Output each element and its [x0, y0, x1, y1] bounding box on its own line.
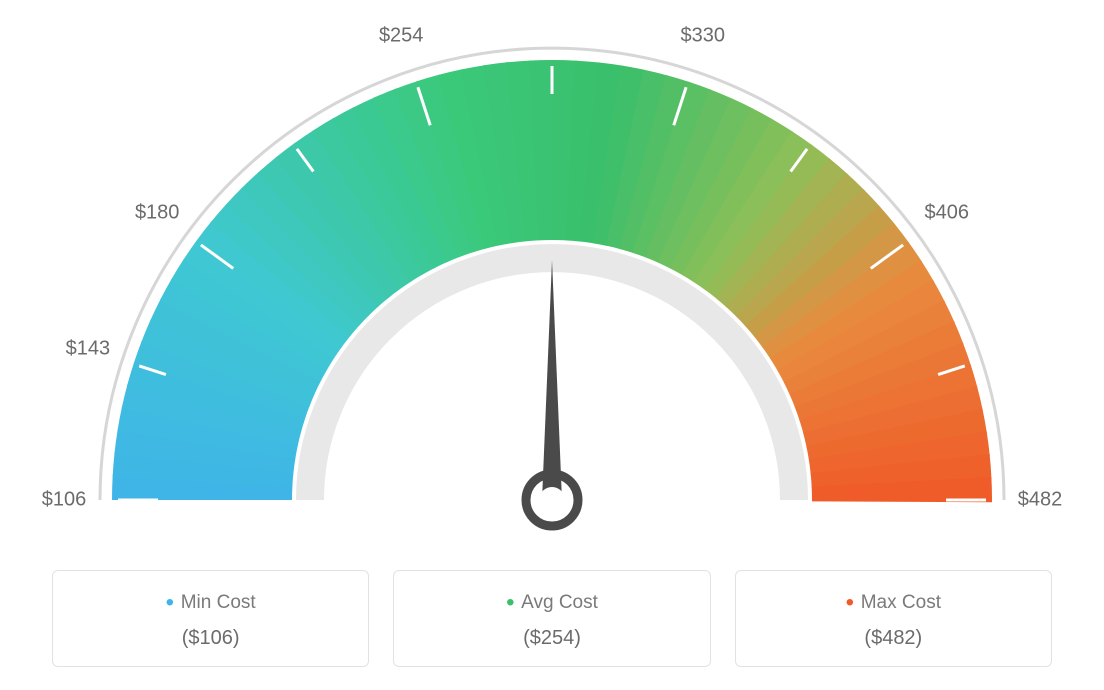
gauge-tick-label: $330 [681, 24, 726, 47]
legend-min-title: Min Cost [65, 589, 356, 617]
legend-max-card: Max Cost ($482) [735, 570, 1052, 667]
gauge-tick-label: $106 [42, 489, 87, 512]
legend-avg-card: Avg Cost ($254) [393, 570, 710, 667]
cost-gauge: $106 $143 $180 $254 $330 $406 $482 [0, 0, 1104, 560]
gauge-needle-base-hole [539, 487, 565, 513]
gauge-tick-label: $406 [925, 202, 970, 225]
legend-min-value: ($106) [65, 627, 356, 650]
legend-row: Min Cost ($106) Avg Cost ($254) Max Cost… [0, 570, 1104, 667]
gauge-tick-label: $482 [1018, 489, 1063, 512]
gauge-needle [542, 260, 562, 500]
gauge-svg [0, 0, 1104, 560]
gauge-tick-label: $180 [135, 202, 180, 225]
legend-max-value: ($482) [748, 627, 1039, 650]
legend-avg-value: ($254) [406, 627, 697, 650]
gauge-tick-label: $254 [379, 24, 424, 47]
legend-max-title: Max Cost [748, 589, 1039, 617]
legend-min-card: Min Cost ($106) [52, 570, 369, 667]
gauge-tick-label: $143 [66, 338, 111, 361]
legend-avg-title: Avg Cost [406, 589, 697, 617]
